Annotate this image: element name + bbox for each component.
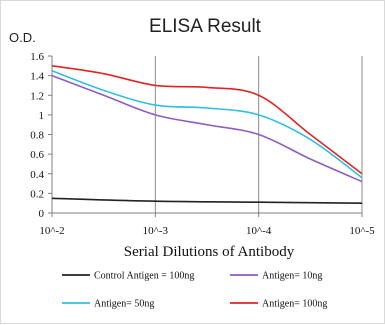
y-tick-label: 0.6 xyxy=(30,149,44,161)
legend-label-2: Antigen= 10ng xyxy=(262,271,322,282)
x-tick-label: 10^-4 xyxy=(246,225,272,237)
series-line-1 xyxy=(51,197,363,204)
legend-label-1: Control Antigen = 100ng xyxy=(94,271,194,282)
x-axis-label: Serial Dilutions of Antibody xyxy=(124,244,295,260)
y-tick-label: 0.8 xyxy=(30,130,44,142)
series-line-2 xyxy=(51,74,363,183)
series-line-3 xyxy=(51,69,363,179)
y-tick-label: 1.6 xyxy=(30,51,44,63)
legend-label-3: Antigen= 50ng xyxy=(94,299,154,310)
x-tick-label: 10^-2 xyxy=(39,225,64,237)
x-tick-label: 10^-5 xyxy=(349,225,375,237)
y-axis-label: O.D. xyxy=(9,30,36,45)
chart-title: ELISA Result xyxy=(149,16,262,37)
x-tick-label: 10^-3 xyxy=(143,225,169,237)
y-tick-label: 0.4 xyxy=(30,169,44,181)
y-tick-label: 0.2 xyxy=(30,188,44,200)
y-tick-label: 1 xyxy=(39,110,45,122)
y-tick-label: 0 xyxy=(39,208,45,220)
y-tick-label: 1.4 xyxy=(30,71,44,83)
y-tick-label: 1.2 xyxy=(30,90,44,102)
legend-label-4: Antigen= 100ng xyxy=(262,299,327,310)
series-line-4 xyxy=(51,65,363,175)
